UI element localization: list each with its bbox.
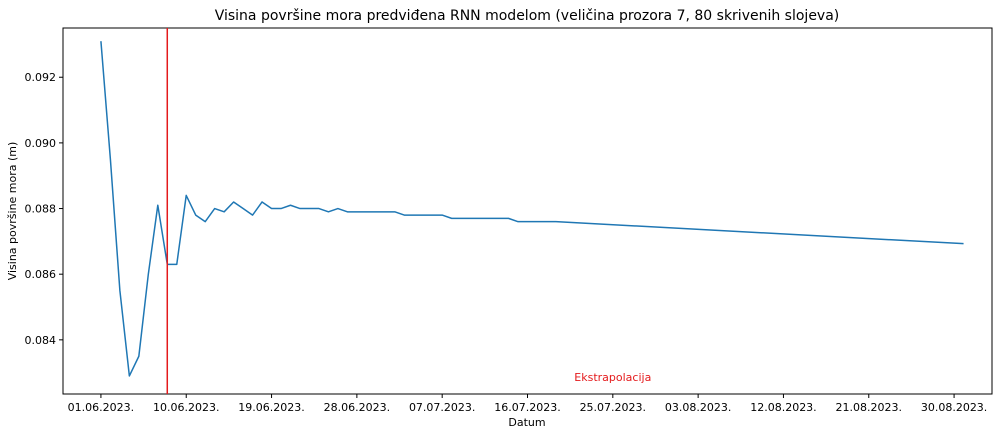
y-axis: 0.084 0.086 0.088 0.090 0.092 [25,71,63,347]
x-tick-label: 03.08.2023. [665,401,731,414]
y-tick-label: 0.090 [25,137,57,150]
y-tick-label: 0.086 [25,268,57,281]
x-axis: 01.06.2023. 10.06.2023. 19.06.2023. 28.06.2… [68,394,987,414]
chart-title: Visina površine mora predviđena RNN mode… [215,8,840,24]
y-tick-label: 0.092 [25,71,57,84]
x-tick-label: 25.07.2023. [580,401,646,414]
x-tick-label: 19.06.2023. [238,401,304,414]
plot-area [62,27,993,395]
x-tick-label: 07.07.2023. [409,401,475,414]
y-tick-label: 0.088 [25,203,57,216]
x-tick-label: 01.06.2023. [68,401,134,414]
y-axis-label: Visina površine mora (m) [6,142,19,281]
x-tick-label: 16.07.2023. [494,401,560,414]
x-axis-label: Datum [508,416,545,429]
extrapolation-annotation: Ekstrapolacija [574,371,651,384]
series-layer [100,41,964,377]
x-tick-label: 10.06.2023. [153,401,219,414]
y-tick-label: 0.084 [25,334,57,347]
x-tick-label: 21.08.2023. [836,401,902,414]
x-tick-label: 12.08.2023. [750,401,816,414]
series-line [100,41,964,377]
x-tick-label: 30.08.2023. [921,401,987,414]
x-tick-label: 28.06.2023. [324,401,390,414]
